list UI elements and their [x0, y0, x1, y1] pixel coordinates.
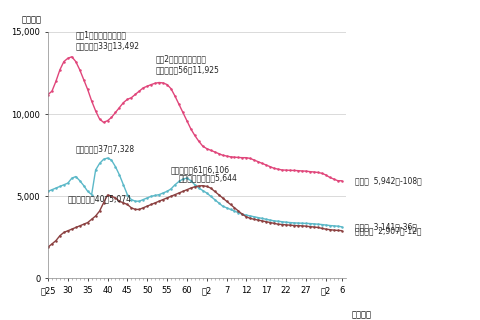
Text: 中学校　昭37　7,328: 中学校 昭37 7,328	[76, 145, 135, 154]
Text: 高等学校  2,907（-12）: 高等学校 2,907（-12）	[355, 226, 421, 235]
Text: 中学校  3,141（-36）: 中学校 3,141（-36）	[355, 222, 417, 231]
Text: （年度）: （年度）	[351, 310, 372, 319]
Text: 【第2次ベビーブーム】
小学校　昭56　11,925: 【第2次ベビーブーム】 小学校 昭56 11,925	[155, 55, 219, 75]
Text: 高等学校　昭40　5,074: 高等学校 昭40 5,074	[68, 195, 132, 204]
Text: （千人）: （千人）	[21, 16, 41, 25]
Text: 小学校  5,942（-108）: 小学校 5,942（-108）	[355, 176, 421, 185]
Text: 【第1次ベビーブーム】
小学校　昭33　13,492: 【第1次ベビーブーム】 小学校 昭33 13,492	[76, 30, 140, 50]
Text: 高等学校　平元　5,644: 高等学校 平元 5,644	[179, 174, 238, 183]
Text: 中学校　昭61　6,106: 中学校 昭61 6,106	[171, 165, 230, 174]
